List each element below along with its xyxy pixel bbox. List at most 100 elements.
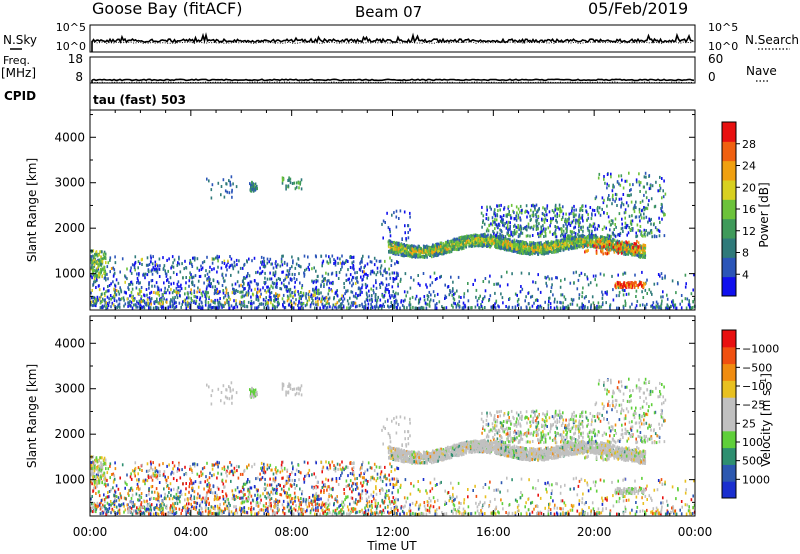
power-cell xyxy=(538,251,540,255)
power-cell xyxy=(465,243,468,247)
power-cell xyxy=(370,287,372,291)
power-cell xyxy=(328,302,330,306)
power-cell xyxy=(201,294,204,298)
power-cell xyxy=(90,258,93,262)
power-cell xyxy=(288,176,290,180)
power-cell xyxy=(612,237,614,241)
power-cell xyxy=(487,233,489,237)
power-cell xyxy=(386,211,388,215)
power-cell xyxy=(381,222,383,226)
power-cell xyxy=(436,302,438,306)
power-cell xyxy=(158,267,160,271)
power-cell xyxy=(516,303,519,307)
power-cell xyxy=(388,227,391,231)
power-cell xyxy=(193,258,196,262)
power-cell xyxy=(518,245,520,249)
noise-left-label: N.Sky xyxy=(3,33,37,47)
power-cell xyxy=(391,271,394,275)
power-cell xyxy=(343,262,345,266)
power-cell xyxy=(433,247,435,251)
freq-left-label-1: Freq. xyxy=(3,54,30,67)
power-cell xyxy=(423,255,426,258)
power-cell xyxy=(368,294,371,298)
power-cell xyxy=(417,274,419,277)
power-cell xyxy=(578,293,581,297)
power-cell xyxy=(322,305,324,309)
power-cell xyxy=(598,237,601,241)
power-cell xyxy=(362,254,364,258)
power-cell xyxy=(225,182,228,186)
power-cell xyxy=(165,273,168,276)
power-cell xyxy=(566,245,568,249)
power-cell xyxy=(496,282,499,286)
power-cell xyxy=(93,303,95,307)
power-cell xyxy=(534,208,536,212)
power-cell xyxy=(625,292,628,296)
power-cell xyxy=(654,306,657,310)
power-cell xyxy=(91,263,93,267)
power-cell xyxy=(400,252,402,256)
power-cell xyxy=(641,255,644,259)
power-cell xyxy=(516,293,518,297)
power-cell xyxy=(525,244,527,248)
power-cell xyxy=(105,304,108,308)
power-cell xyxy=(154,264,157,268)
power-cell xyxy=(118,305,121,309)
power-cell xyxy=(189,276,191,280)
power-cell xyxy=(472,240,475,243)
power-cell xyxy=(382,302,385,306)
power-cell xyxy=(334,263,337,267)
power-cell xyxy=(613,238,616,242)
power-cell xyxy=(364,300,366,304)
power-cell xyxy=(656,282,659,286)
power-cell xyxy=(588,240,591,244)
power-cell xyxy=(224,294,227,297)
power-cell xyxy=(128,287,130,291)
power-cell xyxy=(219,302,222,306)
power-cell xyxy=(151,284,153,288)
power-cell xyxy=(498,305,500,309)
power-cell xyxy=(469,244,471,248)
power-cell xyxy=(184,302,187,306)
power-cell xyxy=(616,239,619,243)
power-cell xyxy=(562,239,565,243)
power-cell xyxy=(298,299,300,303)
power-cell xyxy=(675,291,677,295)
power-cell xyxy=(631,228,634,232)
power-cell xyxy=(217,291,220,295)
power-cell xyxy=(421,251,424,255)
power-cell xyxy=(483,234,485,238)
power-cell xyxy=(530,208,532,212)
power-cell xyxy=(155,305,157,309)
power-cell xyxy=(106,265,109,269)
power-cell xyxy=(391,285,394,289)
power-cell xyxy=(351,275,354,279)
power-cell xyxy=(361,286,363,290)
power-cell xyxy=(453,240,455,244)
power-cell xyxy=(409,303,412,307)
power-cell xyxy=(513,238,516,242)
power-cell xyxy=(422,249,425,253)
power-cell xyxy=(280,257,283,261)
power-cell xyxy=(361,302,363,306)
power-cell xyxy=(525,295,527,299)
power-cell xyxy=(521,243,524,247)
power-cell xyxy=(406,248,409,252)
power-cell xyxy=(555,276,557,280)
power-cell xyxy=(468,242,470,246)
power-cell xyxy=(638,207,641,211)
power-cell xyxy=(146,298,149,302)
power-cell xyxy=(588,300,590,304)
power-cell xyxy=(144,301,146,305)
power-cell xyxy=(497,244,499,248)
power-cell xyxy=(335,306,338,310)
power-cell xyxy=(209,303,212,307)
power-cell xyxy=(284,306,287,309)
power-cell xyxy=(391,304,393,308)
power-cell xyxy=(307,255,309,259)
power-cell xyxy=(693,273,695,277)
power-cell xyxy=(262,286,264,290)
power-cell xyxy=(392,290,395,294)
power-cell xyxy=(135,303,137,307)
power-cell xyxy=(136,281,138,285)
